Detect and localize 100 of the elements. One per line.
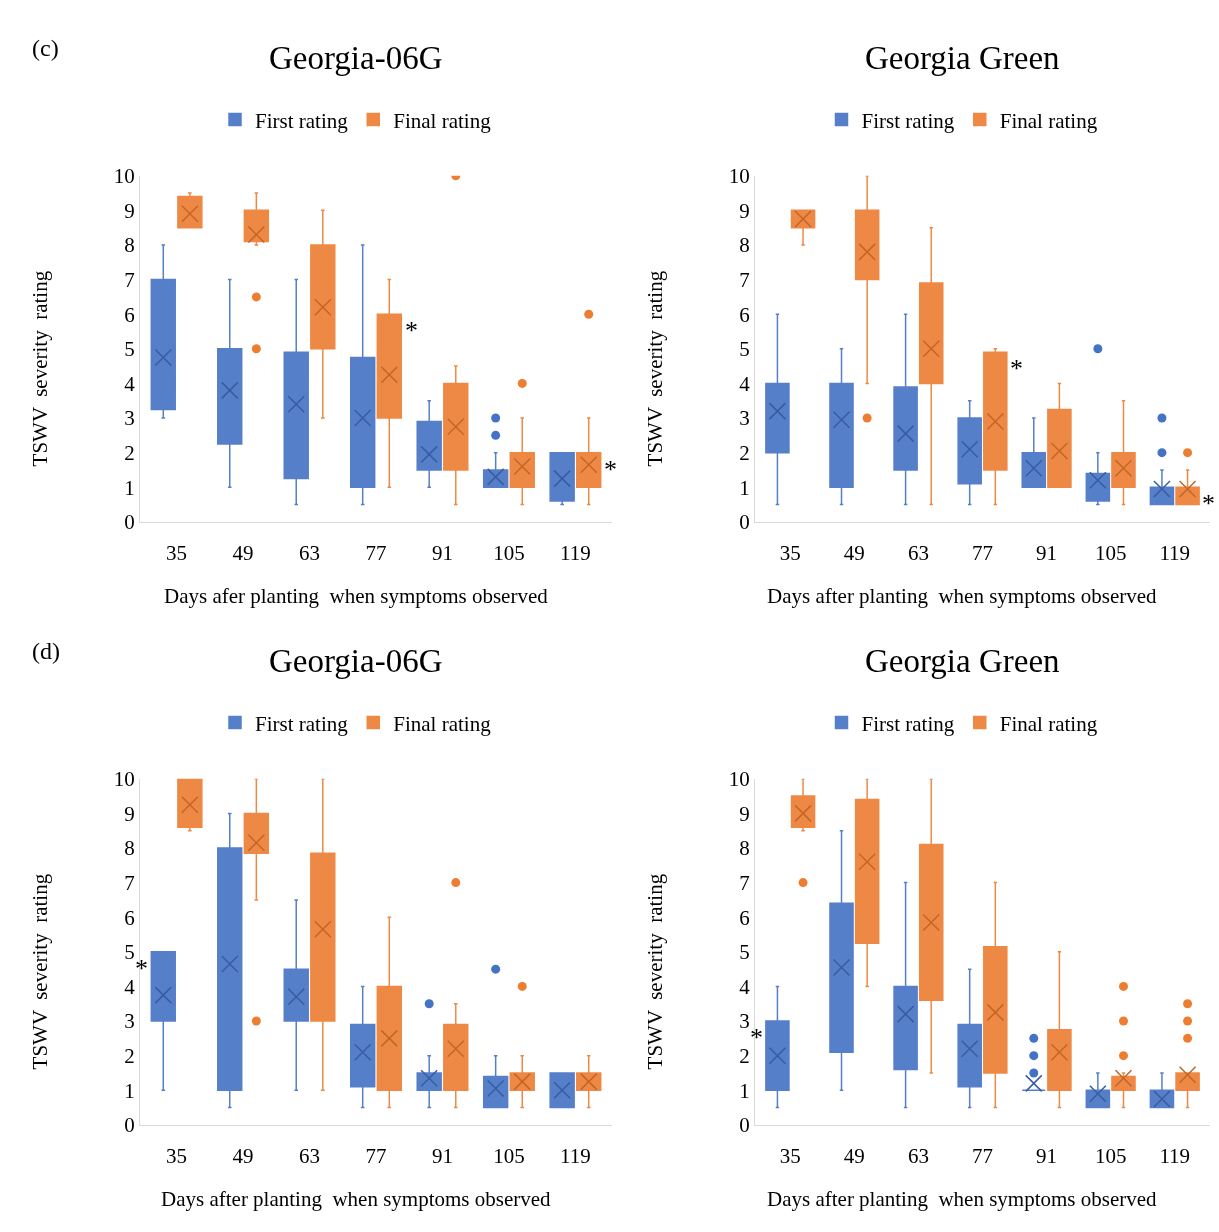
y-tick-label: 0 <box>739 510 750 535</box>
x-axis-title: Days after planting when symptoms observed <box>161 1187 552 1211</box>
y-tick-label: 9 <box>739 198 750 223</box>
x-tick-label: 105 <box>1094 541 1127 566</box>
legend-label: Final rating <box>999 108 1098 133</box>
x-tick-label: 35 <box>166 1144 188 1169</box>
annotation: * <box>1010 354 1023 383</box>
legend-label: Final rating <box>393 108 492 133</box>
y-tick-label: 7 <box>124 870 135 895</box>
x-tick-label: 49 <box>843 1144 865 1169</box>
x-tick-label: 35 <box>779 1144 801 1169</box>
y-tick-label: 2 <box>124 1044 135 1069</box>
x-tick-label: 105 <box>493 541 525 566</box>
chart-title: Georgia-06G <box>269 40 443 76</box>
y-tick-label: 10 <box>728 767 750 792</box>
x-tick-label: 77 <box>365 541 387 566</box>
y-tick-label: 9 <box>739 801 750 826</box>
x-axis-title: Days afer planting when symptoms observed <box>164 584 549 608</box>
x-tick-label: 119 <box>560 541 591 566</box>
y-tick-label: 3 <box>124 1009 135 1034</box>
legend-label: First rating <box>861 711 955 736</box>
y-tick-label: 3 <box>739 406 750 431</box>
chart-title: Georgia Green <box>865 643 1060 679</box>
y-tick-label: 8 <box>739 836 750 861</box>
legend-label: Final rating <box>393 711 492 736</box>
y-tick-label: 2 <box>124 441 135 465</box>
y-tick-label: 4 <box>124 371 136 396</box>
y-tick-label: 5 <box>739 940 750 965</box>
x-tick-label: 63 <box>907 1144 929 1169</box>
x-tick-label: 35 <box>779 541 801 566</box>
x-tick-label: 91 <box>431 541 453 566</box>
y-tick-label: 2 <box>739 441 750 465</box>
y-tick-label: 5 <box>124 337 135 362</box>
y-tick-label: 6 <box>739 905 750 930</box>
y-tick-label: 9 <box>124 801 135 826</box>
y-axis-title: TSWV severity rating <box>642 270 667 467</box>
y-tick-label: 7 <box>739 267 750 292</box>
y-tick-label: 1 <box>124 475 135 500</box>
x-tick-label: 63 <box>907 541 929 566</box>
x-axis-title: Days after planting when symptoms observed <box>767 1187 1158 1211</box>
legend-label: First rating <box>255 108 349 133</box>
y-tick-label: 4 <box>739 974 751 999</box>
x-tick-label: 49 <box>232 1144 254 1169</box>
text: (d) <box>32 638 60 664</box>
y-tick-label: 4 <box>739 371 751 396</box>
x-tick-label: 35 <box>166 541 188 566</box>
x-tick-label: 119 <box>1159 541 1191 566</box>
x-tick-label: 91 <box>1036 541 1058 566</box>
annotation: * <box>405 316 418 345</box>
x-tick-label: 77 <box>972 1144 993 1169</box>
y-tick-label: 8 <box>124 836 135 861</box>
y-tick-label: 2 <box>739 1044 750 1069</box>
y-tick-label: 9 <box>124 198 135 223</box>
chart-title: Georgia Green <box>865 40 1060 76</box>
x-tick-label: 63 <box>299 1144 321 1169</box>
y-tick-label: 10 <box>113 767 135 792</box>
x-tick-label: 77 <box>365 1144 387 1169</box>
y-tick-label: 0 <box>739 1113 750 1138</box>
y-tick-label: 7 <box>124 267 135 292</box>
y-tick-label: 6 <box>739 302 750 327</box>
y-tick-label: 8 <box>124 233 135 258</box>
x-tick-label: 77 <box>972 541 993 566</box>
legend-label: First rating <box>861 108 955 133</box>
y-tick-label: 10 <box>113 164 135 189</box>
annotation: * <box>135 954 148 983</box>
x-tick-label: 91 <box>1036 1144 1058 1169</box>
x-tick-label: 63 <box>299 541 321 566</box>
x-tick-label: 119 <box>1159 1144 1191 1169</box>
legend-label: First rating <box>255 711 349 736</box>
x-tick-label: 49 <box>232 541 254 566</box>
y-tick-label: 0 <box>124 510 135 535</box>
y-tick-label: 1 <box>739 1078 750 1103</box>
x-tick-label: 105 <box>1094 1144 1127 1169</box>
y-axis-title: TSWV severity rating <box>27 873 52 1070</box>
y-tick-label: 3 <box>124 406 135 431</box>
x-tick-label: 91 <box>431 1144 453 1169</box>
legend-label: Final rating <box>999 711 1098 736</box>
y-tick-label: 8 <box>739 233 750 258</box>
y-tick-label: 0 <box>124 1113 135 1138</box>
y-tick-label: 6 <box>124 302 135 327</box>
annotation: * <box>1202 489 1215 518</box>
y-tick-label: 10 <box>728 164 750 189</box>
y-tick-label: 3 <box>739 1009 750 1034</box>
x-tick-label: 105 <box>493 1144 525 1169</box>
y-tick-label: 5 <box>739 337 750 362</box>
text: (c) <box>32 35 59 61</box>
y-tick-label: 1 <box>739 475 750 500</box>
annotation: * <box>750 1023 763 1052</box>
x-tick-label: 119 <box>560 1144 591 1169</box>
y-tick-label: 7 <box>739 870 750 895</box>
chart-title: Georgia-06G <box>269 643 443 679</box>
y-axis-title: TSWV severity rating <box>27 270 52 467</box>
x-tick-label: 49 <box>843 541 865 566</box>
y-tick-label: 5 <box>124 940 135 965</box>
y-tick-label: 4 <box>124 974 136 999</box>
y-tick-label: 1 <box>124 1078 135 1103</box>
y-axis-title: TSWV severity rating <box>642 873 667 1070</box>
y-tick-label: 6 <box>124 905 135 930</box>
annotation: * <box>604 455 617 484</box>
x-axis-title: Days after planting when symptoms observed <box>767 584 1158 608</box>
